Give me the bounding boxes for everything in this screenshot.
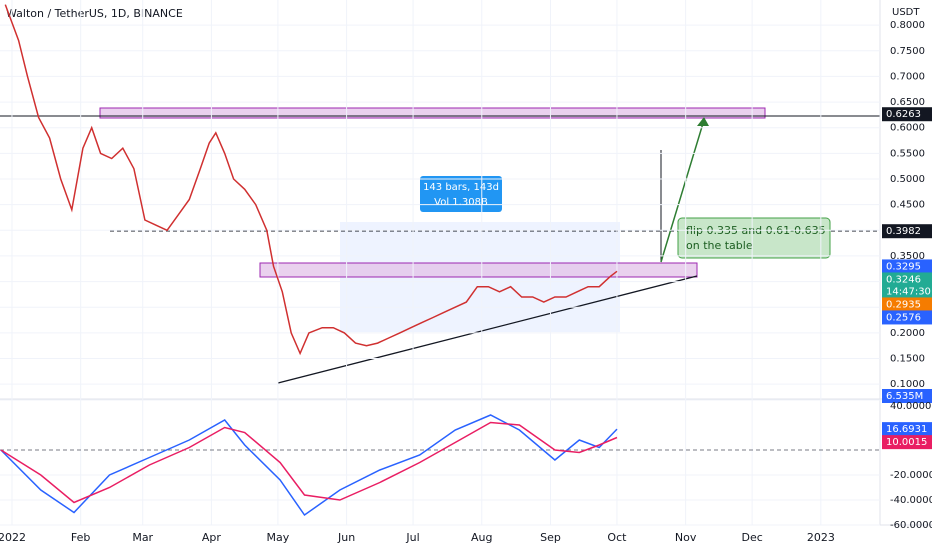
price-line xyxy=(0,414,618,517)
price-label: 0.2935 xyxy=(886,299,921,310)
price-label: 10.0015 xyxy=(886,437,927,448)
price-label-bg xyxy=(882,259,932,274)
y-tick-label: 0.1500 xyxy=(890,354,925,365)
x-tick-label: Mar xyxy=(132,531,153,544)
y-tick-label: 0.7000 xyxy=(890,71,925,82)
target-arrow xyxy=(660,119,705,263)
y-tick-label: -60.0000 xyxy=(890,520,932,531)
y-tick-label: 40.0000 xyxy=(890,401,931,412)
y-tick-label: 0.8000 xyxy=(890,20,925,31)
x-tick-label: Aug xyxy=(471,531,492,544)
chart-title: Walton / TetherUS, 1D, BINANCE xyxy=(6,7,183,20)
x-tick-label: Nov xyxy=(675,531,697,544)
x-tick-label: Jul xyxy=(405,531,419,544)
price-label: 0.2576 xyxy=(886,312,921,323)
y-tick-label: 0.7500 xyxy=(890,46,925,57)
price-line xyxy=(0,421,618,504)
y-tick-label: 0.5500 xyxy=(890,148,925,159)
x-tick-label: Dec xyxy=(741,531,762,544)
x-tick-label: Sep xyxy=(540,531,561,544)
trend-line xyxy=(277,275,698,384)
annotation: 143 bars, 143d xyxy=(423,182,499,193)
price-label: 0.3295 xyxy=(886,261,921,272)
y-tick-label: 0.5000 xyxy=(890,174,925,185)
x-tick-label: Apr xyxy=(202,531,222,544)
price-label-bg xyxy=(882,107,932,122)
x-tick-label: May xyxy=(267,531,290,544)
price-label-bg xyxy=(882,310,932,325)
volume-label: 6.535M xyxy=(886,391,923,402)
price-label-bg xyxy=(882,422,932,437)
price-label-bg xyxy=(882,272,932,299)
flip-zone xyxy=(259,262,698,278)
price-label: 0.6263 xyxy=(886,109,921,120)
y-tick-label: 0.6000 xyxy=(890,123,925,134)
x-tick-label: Feb xyxy=(71,531,90,544)
price-label-bg xyxy=(882,297,932,312)
y-tick-label: 0.1000 xyxy=(890,379,925,390)
y-tick-label: -20.0000 xyxy=(890,470,932,481)
x-tick-label: Jun xyxy=(337,531,355,544)
countdown-label: 14:47:30 xyxy=(886,286,931,297)
price-line xyxy=(4,4,618,356)
annotation: Vol 1.308B xyxy=(434,197,488,208)
y-tick-label: -40.0000 xyxy=(890,495,932,506)
arrow-head xyxy=(697,117,709,126)
price-label-bg xyxy=(882,435,932,450)
note-box xyxy=(677,217,831,259)
price-label-bg xyxy=(882,224,932,239)
annotation: on the table xyxy=(686,239,753,252)
x-tick-label: 2023 xyxy=(807,531,835,544)
x-tick-label: Oct xyxy=(607,531,627,544)
y-tick-label: 0.4500 xyxy=(890,200,925,211)
price-label: 0.3246 xyxy=(886,274,921,285)
resistance-zone xyxy=(99,107,766,119)
volume-label-bg xyxy=(882,389,932,403)
y-tick-label: 0.3500 xyxy=(890,251,925,262)
price-label: 16.6931 xyxy=(886,424,927,435)
x-tick-label: 2022 xyxy=(0,531,26,544)
y-tick-label: 0.6500 xyxy=(890,97,925,108)
y-tick-label: 0.2000 xyxy=(890,328,925,339)
currency: USDT xyxy=(892,7,920,18)
price-label: 0.3982 xyxy=(886,226,921,237)
